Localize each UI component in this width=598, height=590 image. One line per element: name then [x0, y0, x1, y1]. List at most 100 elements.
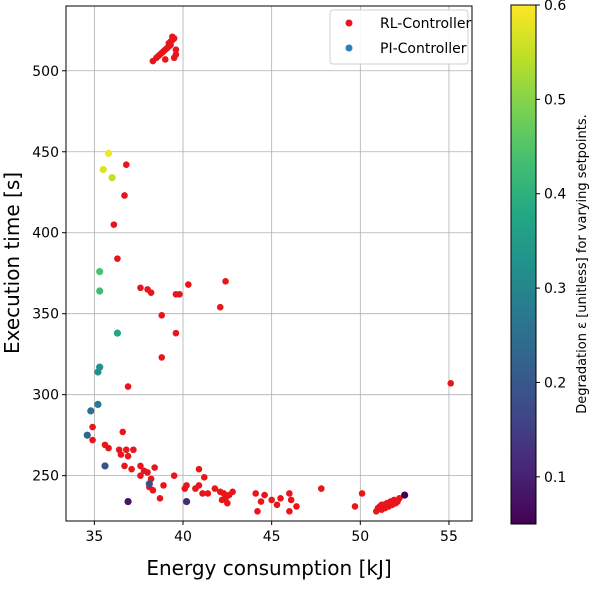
rl-point	[273, 501, 281, 509]
rl-point	[286, 490, 293, 497]
rl-point	[195, 482, 203, 489]
plot-frame	[65, 5, 473, 522]
rl-point	[200, 473, 208, 481]
rl-point	[351, 503, 359, 510]
rl-point	[161, 56, 169, 63]
y-tick-label: 350	[32, 307, 59, 323]
rl-point	[160, 482, 167, 489]
x-tick-label: 35	[85, 529, 103, 545]
rl-point	[172, 51, 180, 58]
pi-point	[96, 267, 104, 276]
y-tick-label: 300	[32, 388, 59, 404]
legend-marker-rl	[345, 19, 353, 27]
pi-point	[145, 480, 153, 488]
rl-point	[117, 451, 125, 458]
legend-label-pi: PI-Controller	[380, 41, 467, 57]
rl-point	[185, 281, 192, 288]
pi-point	[87, 407, 95, 415]
colorbar: 0.1 0.2 0.3 0.4 0.5 0.6 Degradation ε [unitle…	[510, 0, 590, 525]
rl-point	[396, 495, 403, 502]
rl-point	[124, 452, 132, 460]
y-tick-label: 450	[32, 145, 59, 161]
rl-point	[122, 446, 130, 454]
rl-point	[122, 161, 130, 169]
data-points	[83, 33, 455, 515]
rl-point	[137, 462, 144, 470]
rl-point	[261, 491, 268, 499]
rl-point	[144, 469, 151, 476]
rl-point	[195, 465, 203, 473]
y-tick-label: 400	[32, 226, 59, 242]
rl-point	[358, 490, 366, 497]
rl-point	[128, 465, 135, 473]
colorbar-tick-label: 0.3	[544, 281, 566, 297]
rl-point	[268, 496, 275, 504]
x-axis-label: Energy consumption [kJ]	[146, 556, 391, 580]
legend-marker-pi	[345, 44, 353, 52]
y-tick-label: 500	[32, 64, 59, 80]
x-tick-label: 55	[440, 529, 458, 545]
rl-point	[222, 278, 229, 285]
pi-point	[94, 368, 102, 376]
rl-point	[114, 255, 121, 262]
x-tick-label: 40	[174, 529, 192, 545]
grid	[66, 6, 472, 521]
rl-point	[170, 472, 178, 479]
rl-point	[169, 33, 176, 41]
rl-point	[254, 507, 261, 515]
rl-point	[121, 462, 128, 470]
rl-point	[252, 490, 260, 497]
y-tick-label: 250	[32, 469, 59, 485]
axis-ticks: 35 40 45 50 55 250 300 350 400 450 500	[32, 64, 458, 545]
colorbar-tick-label: 0.6	[544, 0, 566, 14]
pi-point	[113, 329, 122, 337]
rl-point	[199, 490, 206, 497]
rl-point	[286, 507, 293, 515]
rl-point	[211, 485, 219, 492]
pi-point	[101, 462, 109, 470]
rl-point	[229, 488, 236, 496]
colorbar-ticks: 0.1 0.2 0.3 0.4 0.5 0.6	[536, 0, 566, 486]
rl-point	[147, 289, 155, 296]
x-tick-label: 45	[263, 529, 281, 545]
colorbar-label: Degradation ε [unitless] for varying set…	[575, 114, 590, 413]
rl-point	[89, 436, 96, 444]
x-tick-label: 50	[351, 529, 369, 545]
y-axis-label: Execution time [s]	[0, 172, 24, 354]
pi-point	[94, 400, 102, 408]
rl-point	[172, 46, 180, 54]
rl-point	[110, 221, 118, 228]
rl-point	[181, 485, 189, 492]
colorbar-tick-label: 0.4	[544, 187, 566, 203]
pi-point	[182, 497, 191, 506]
plot-background	[66, 6, 472, 521]
rl-point	[158, 312, 166, 319]
rl-point	[224, 499, 231, 507]
rl-point	[378, 501, 385, 509]
rl-point	[130, 446, 137, 454]
rl-point	[293, 503, 300, 510]
rl-point	[89, 423, 96, 431]
colorbar-tick-label: 0.2	[544, 375, 566, 391]
pi-point	[104, 149, 113, 157]
colorbar-tick-label: 0.1	[544, 470, 566, 486]
pi-point	[96, 287, 104, 295]
rl-point	[257, 498, 265, 505]
legend-label-rl: RL-Controller	[380, 16, 471, 32]
legend: RL-Controller PI-Controller	[329, 9, 471, 65]
rl-point	[158, 354, 166, 361]
rl-point	[176, 290, 183, 298]
rl-point	[218, 496, 226, 504]
rl-point	[277, 495, 284, 502]
rl-point	[216, 303, 224, 311]
colorbar-tick-label: 0.5	[544, 92, 566, 108]
rl-point	[204, 490, 212, 497]
pi-point	[99, 165, 107, 174]
rl-point	[151, 464, 158, 471]
rl-point	[172, 329, 180, 337]
colorbar-gradient	[510, 4, 537, 525]
pi-point	[401, 491, 409, 499]
rl-point	[156, 495, 164, 502]
